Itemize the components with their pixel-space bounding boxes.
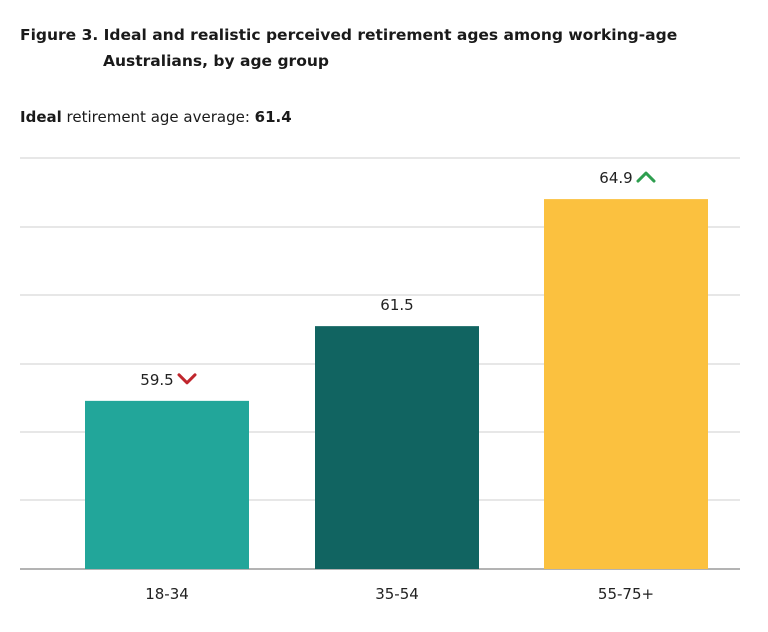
category-label: 55-75+ bbox=[598, 585, 654, 603]
value-label: 64.9 bbox=[599, 169, 632, 187]
caption-text: retirement age average: bbox=[61, 108, 255, 126]
ideal-label: Ideal bbox=[20, 108, 62, 126]
value-label: 59.5 bbox=[140, 371, 173, 389]
bar-55-75+ bbox=[544, 199, 708, 569]
category-label: 18-34 bbox=[145, 585, 189, 603]
bar-18-34 bbox=[85, 400, 249, 569]
chevron-down-icon bbox=[177, 373, 197, 385]
title-line-1: Figure 3. Ideal and realistic perceived … bbox=[20, 26, 678, 44]
ideal-average-value: 61.4 bbox=[254, 108, 292, 126]
chart-title: Figure 3. Ideal and realistic perceived … bbox=[20, 22, 720, 74]
ideal-average-caption: Ideal retirement age average: 61.4 bbox=[20, 108, 292, 126]
title-line-2: Australians, by age group bbox=[103, 52, 329, 70]
value-label: 61.5 bbox=[380, 296, 413, 314]
category-label: 35-54 bbox=[375, 585, 419, 603]
chevron-up-icon bbox=[636, 171, 656, 183]
bar-35-54 bbox=[315, 326, 479, 569]
